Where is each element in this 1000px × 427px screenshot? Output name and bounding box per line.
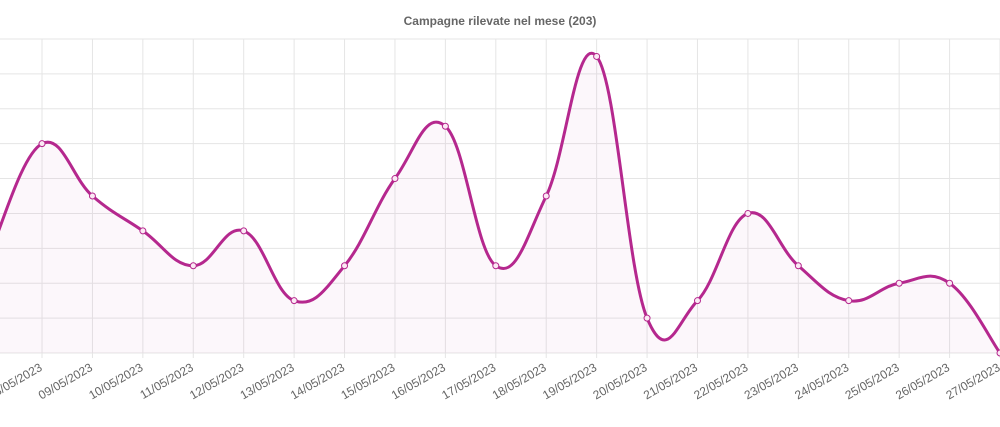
point xyxy=(542,192,550,200)
x-tick-label: 25/05/2023 xyxy=(843,360,902,402)
x-tick-label: 19/05/2023 xyxy=(540,360,599,402)
point xyxy=(189,262,197,270)
x-tick-label: 15/05/2023 xyxy=(338,360,397,402)
x-tick-label: 17/05/2023 xyxy=(439,360,498,402)
point xyxy=(744,209,752,217)
point xyxy=(88,192,96,200)
point xyxy=(492,262,500,270)
x-tick-label: 09/05/2023 xyxy=(36,360,95,402)
point xyxy=(946,279,954,287)
x-tick-label: 26/05/2023 xyxy=(893,360,952,402)
point xyxy=(240,227,248,235)
point xyxy=(643,314,651,322)
x-tick-label: 23/05/2023 xyxy=(742,360,801,402)
x-tick-label: 12/05/2023 xyxy=(187,360,246,402)
point xyxy=(996,349,1000,357)
x-tick-label: 24/05/2023 xyxy=(792,360,851,402)
x-tick-label: 20/05/2023 xyxy=(591,360,650,402)
point xyxy=(845,297,853,305)
chart-title: Campagne rilevate nel mese (203) xyxy=(404,14,597,28)
x-tick-label: 11/05/2023 xyxy=(138,360,197,402)
point xyxy=(139,227,147,235)
x-tick-label: 10/05/2023 xyxy=(86,360,145,402)
x-tick-label: 21/05/2023 xyxy=(641,360,700,402)
area xyxy=(0,53,1000,353)
x-tick-label: 18/05/2023 xyxy=(490,360,549,402)
x-tick-label: 13/05/2023 xyxy=(238,360,297,402)
point xyxy=(341,262,349,270)
point xyxy=(895,279,903,287)
point xyxy=(693,297,701,305)
point xyxy=(38,140,46,148)
point xyxy=(794,262,802,270)
point xyxy=(593,52,601,60)
point xyxy=(441,122,449,130)
point xyxy=(290,297,298,305)
x-tick-label: 27/05/2023 xyxy=(943,360,1000,402)
x-tick-label: 14/05/2023 xyxy=(288,360,347,402)
x-tick-label: 22/05/2023 xyxy=(691,360,750,402)
point xyxy=(391,175,399,183)
x-tick-label: 16/05/2023 xyxy=(389,360,448,402)
x-tick-label: 08/05/2023 xyxy=(0,360,45,402)
